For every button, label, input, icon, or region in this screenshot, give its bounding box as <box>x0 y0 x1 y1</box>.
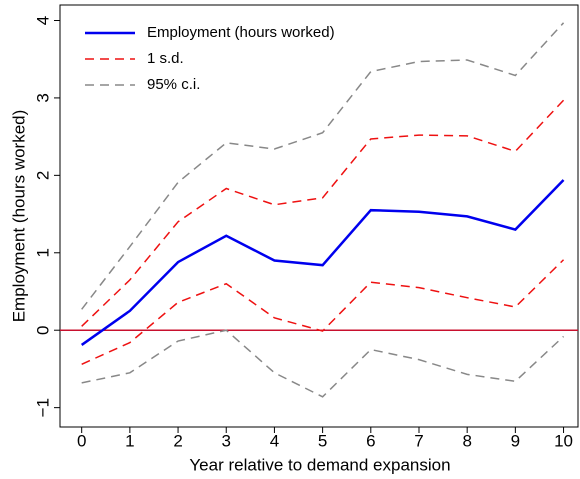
legend-label: 95% c.i. <box>147 76 200 93</box>
x-tick-label: 10 <box>554 431 573 450</box>
x-tick-label: 3 <box>222 431 231 450</box>
line <box>81 22 565 310</box>
x-tick-label: 6 <box>366 431 375 450</box>
legend-label: Employment (hours worked) <box>147 24 335 41</box>
y-axis-label: Employment (hours worked) <box>9 110 28 323</box>
x-tick-label: 7 <box>414 431 423 450</box>
y-tick-label: 3 <box>33 93 52 102</box>
line <box>81 99 565 327</box>
x-tick-label: 5 <box>318 431 327 450</box>
x-tick-label: 0 <box>77 431 86 450</box>
y-tick-label: 1 <box>33 248 52 257</box>
line <box>81 259 565 365</box>
legend-label: 1 s.d. <box>147 50 184 67</box>
line <box>81 329 565 398</box>
y-tick-label: 0 <box>33 325 52 334</box>
plot-frame <box>59 4 579 428</box>
x-tick-label: 9 <box>511 431 520 450</box>
x-tick-label: 1 <box>125 431 134 450</box>
y-tick-label: −1 <box>33 398 52 417</box>
x-tick-label: 2 <box>173 431 182 450</box>
line <box>80 179 565 346</box>
y-tick-label: 2 <box>33 171 52 180</box>
x-tick-label: 8 <box>462 431 471 450</box>
x-tick-label: 4 <box>270 431 279 450</box>
x-axis-label: Year relative to demand expansion <box>189 455 450 474</box>
y-tick-label: 4 <box>33 16 52 25</box>
